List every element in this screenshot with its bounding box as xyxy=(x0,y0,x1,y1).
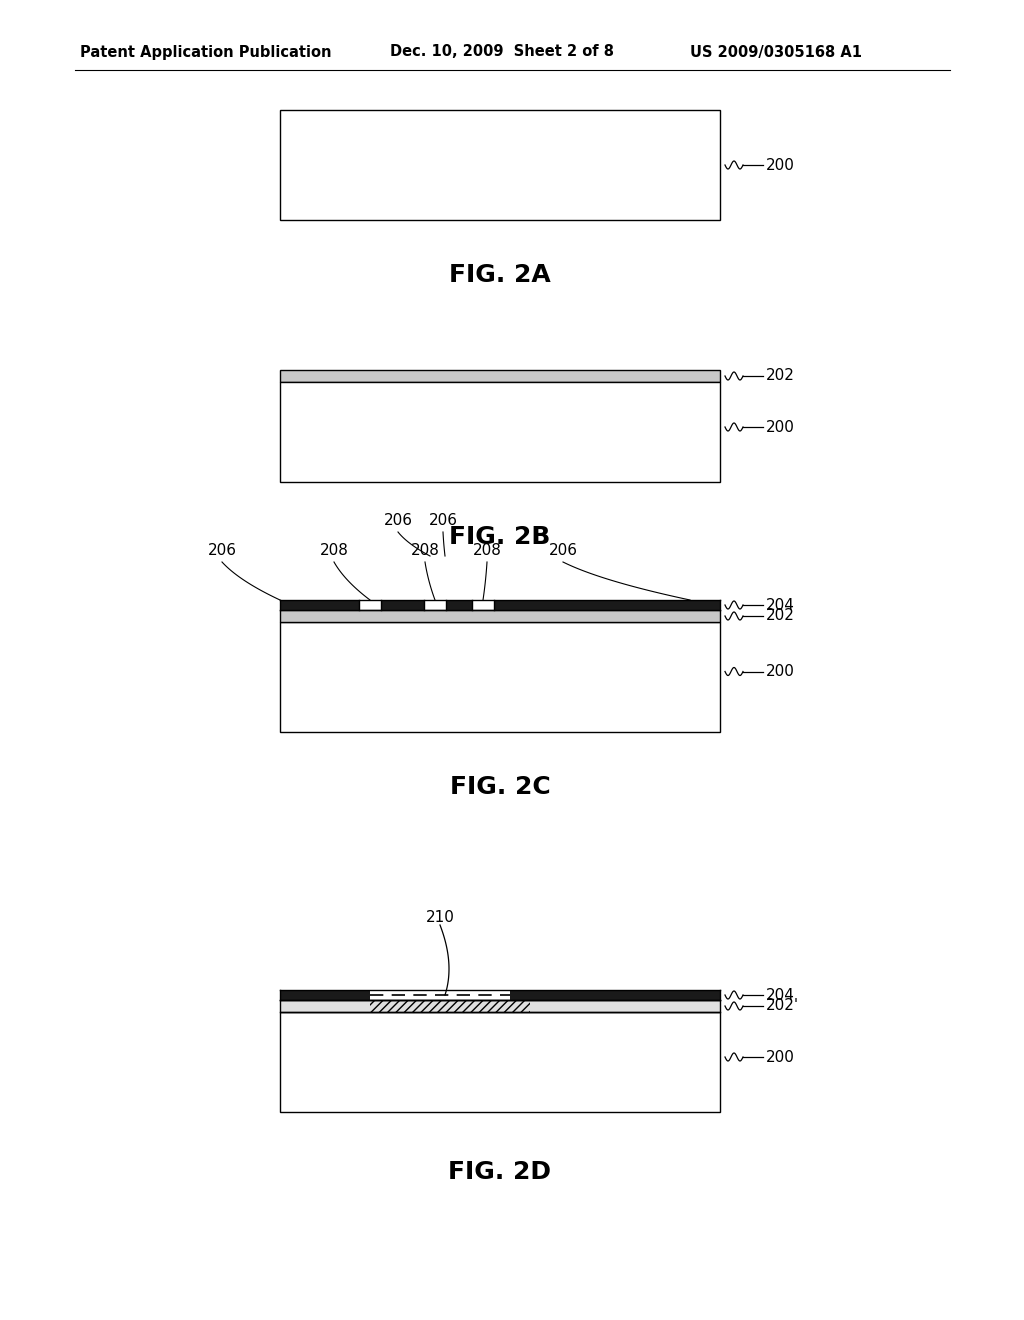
Bar xyxy=(280,601,359,610)
Text: Dec. 10, 2009  Sheet 2 of 8: Dec. 10, 2009 Sheet 2 of 8 xyxy=(390,45,614,59)
Text: FIG. 2A: FIG. 2A xyxy=(450,263,551,286)
Text: FIG. 2C: FIG. 2C xyxy=(450,775,550,799)
Text: 200: 200 xyxy=(766,1049,795,1064)
Text: FIG. 2D: FIG. 2D xyxy=(449,1160,552,1184)
Text: 200: 200 xyxy=(766,664,795,678)
Text: 208: 208 xyxy=(319,543,348,558)
Text: 202': 202' xyxy=(766,998,799,1014)
Text: 204: 204 xyxy=(766,598,795,612)
Text: 208: 208 xyxy=(472,543,502,558)
Bar xyxy=(280,110,720,220)
Text: 204: 204 xyxy=(766,987,795,1002)
Text: 208: 208 xyxy=(411,543,439,558)
Text: Patent Application Publication: Patent Application Publication xyxy=(80,45,332,59)
Bar xyxy=(446,601,472,610)
Text: 210: 210 xyxy=(426,909,455,925)
Bar xyxy=(381,601,424,610)
Bar xyxy=(280,381,720,482)
Text: 202: 202 xyxy=(766,609,795,623)
Bar xyxy=(280,1012,720,1111)
Text: 206: 206 xyxy=(384,513,413,528)
Text: 202: 202 xyxy=(766,368,795,384)
Text: FIG. 2B: FIG. 2B xyxy=(450,525,551,549)
Bar xyxy=(280,370,720,381)
Bar xyxy=(370,1001,530,1012)
Bar xyxy=(510,990,720,1001)
Text: 200: 200 xyxy=(766,420,795,434)
Bar xyxy=(280,622,720,733)
Text: 206: 206 xyxy=(428,513,458,528)
Bar xyxy=(494,601,720,610)
Bar xyxy=(280,610,720,622)
Bar xyxy=(280,990,370,1001)
Text: 200: 200 xyxy=(766,157,795,173)
Bar xyxy=(280,1001,720,1012)
Text: US 2009/0305168 A1: US 2009/0305168 A1 xyxy=(690,45,862,59)
Text: 206: 206 xyxy=(549,543,578,558)
Text: 206: 206 xyxy=(208,543,237,558)
